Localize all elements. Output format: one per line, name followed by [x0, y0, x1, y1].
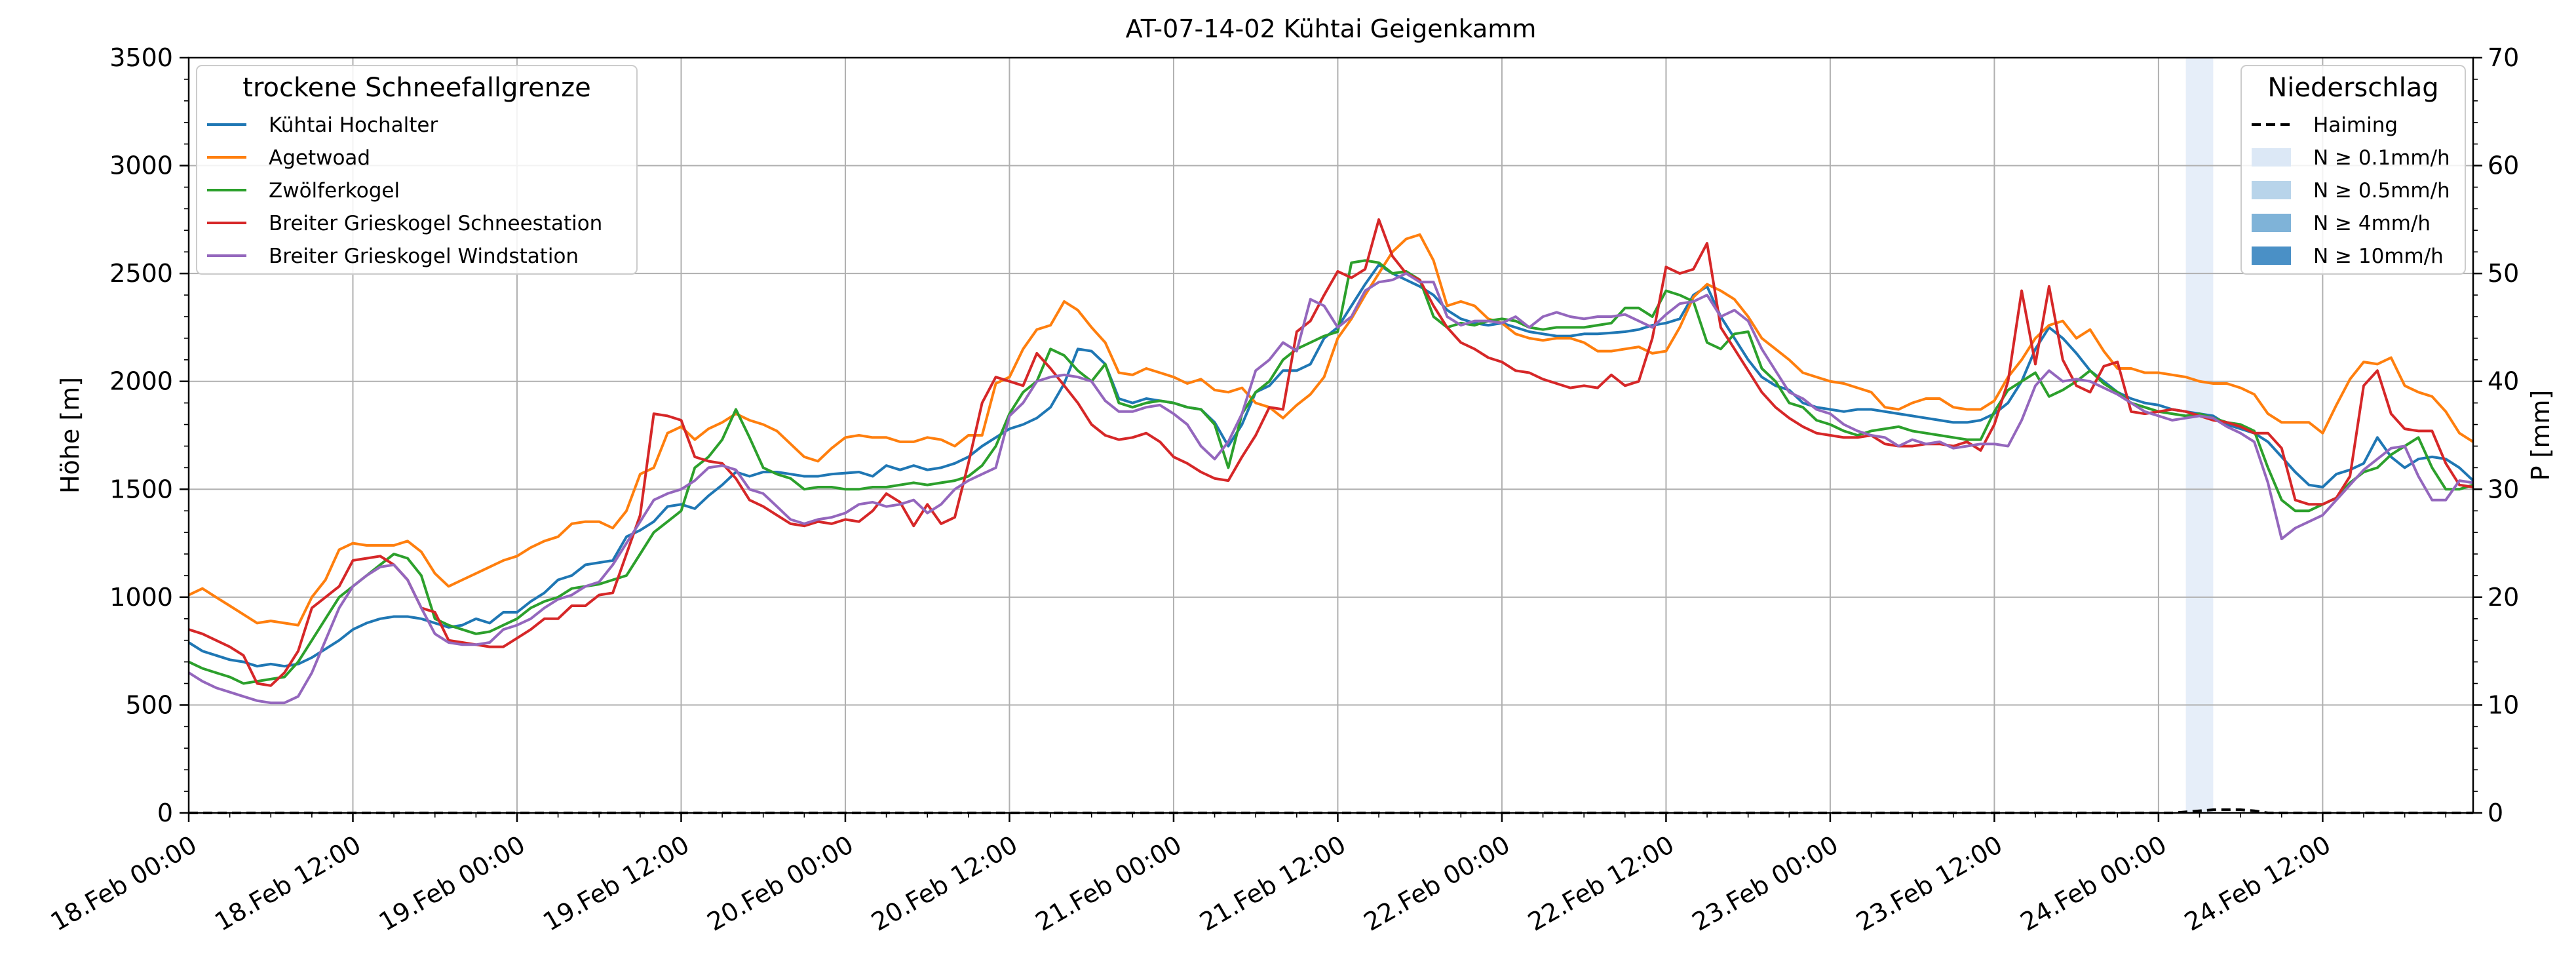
series-line-2	[188, 233, 2474, 627]
legend-band-label-3: N ≥ 4mm/h	[2313, 212, 2431, 235]
y2-tick-label: 60	[2488, 151, 2519, 180]
y2-tick-label: 0	[2488, 799, 2503, 827]
precip-band	[2185, 58, 2214, 813]
legend-right-items: N ≥ 0.1mm/h N ≥ 0.5mm/h N ≥ 4mm/h N ≥ 10mm/…	[2252, 146, 2450, 268]
legend-band-label-1: N ≥ 0.1mm/h	[2313, 146, 2450, 170]
legend-label-series-2: Agetwoad	[269, 146, 370, 170]
y-tick-label: 3500	[109, 43, 173, 72]
legend-band-swatch-1	[2252, 148, 2291, 167]
legend-label-series-1: Kühtai Hochalter	[269, 113, 438, 137]
legend-left-frame	[196, 65, 638, 275]
legend-precip-line-label: Haiming	[2313, 113, 2398, 137]
legend-right-frame	[2240, 65, 2466, 275]
grid-lines	[189, 58, 2473, 813]
legend-left-title: trockene Schneefallgrenze	[242, 73, 590, 103]
y2-tick-label: 10	[2488, 690, 2519, 719]
series-lines	[187, 218, 2474, 705]
series-line-4	[188, 218, 2474, 687]
y-tick-label: 1000	[109, 583, 173, 612]
plot-frame	[187, 56, 2474, 814]
legend-band-swatch-2	[2252, 181, 2291, 199]
legend-band-label-2: N ≥ 0.5mm/h	[2313, 179, 2450, 203]
legend-left: trockene Schneefallgrenze Kühtai Hochalt…	[196, 65, 638, 275]
legend-label-series-5: Breiter Grieskogel Windstation	[269, 245, 579, 268]
y-tick-label: 1500	[109, 475, 173, 503]
legend-band-swatch-3	[2252, 214, 2291, 232]
y-axis-label: Höhe [m]	[56, 377, 85, 494]
legend-label-series-3: Zwölferkogel	[269, 179, 400, 203]
legend-label-series-4: Breiter Grieskogel Schneestation	[269, 212, 602, 235]
y-tick-label: 2500	[109, 259, 173, 288]
precip-bands	[2185, 58, 2214, 813]
legend-right: Niederschlag Haiming N ≥ 0.1mm/h N ≥ 0.5m…	[2240, 65, 2466, 275]
y2-tick-label: 50	[2488, 259, 2519, 288]
y2-tick-label: 30	[2488, 475, 2519, 503]
y-tick-label: 3000	[109, 151, 173, 180]
series-line-3	[188, 259, 2474, 685]
y2-axis-label: P [mm]	[2526, 390, 2555, 481]
chart-title: AT-07-14-02 Kühtai Geigenkamm	[1126, 14, 1537, 43]
legend-band-swatch-4	[2252, 247, 2291, 265]
legend-left-items: Kühtai Hochalter Agetwoad Zwölferkogel Brei…	[207, 113, 602, 268]
series-line-5	[187, 272, 2474, 705]
legend-band-label-4: N ≥ 10mm/h	[2313, 245, 2444, 268]
y2-tick-label: 40	[2488, 367, 2519, 396]
y2-tick-label: 70	[2488, 43, 2519, 72]
legend-right-title: Niederschlag	[2267, 73, 2438, 103]
y-tick-label: 500	[125, 690, 173, 719]
y-tick-label: 2000	[109, 367, 173, 396]
y2-tick-label: 20	[2488, 583, 2519, 612]
y-tick-label: 0	[157, 799, 173, 827]
